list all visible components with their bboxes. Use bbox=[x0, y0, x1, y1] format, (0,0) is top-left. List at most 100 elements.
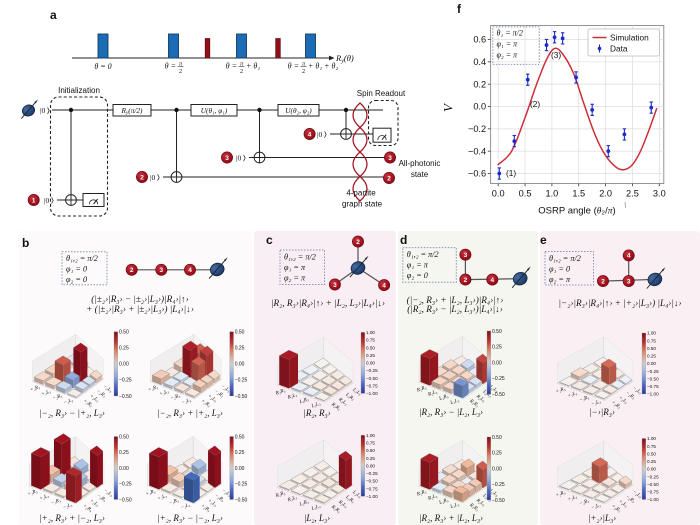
svg-text:−0.50: −0.50 bbox=[235, 394, 248, 400]
svg-text:2: 2 bbox=[179, 68, 182, 75]
svg-text:+₂R₃: +₂R₃ bbox=[555, 490, 566, 498]
svg-text:2: 2 bbox=[130, 267, 134, 274]
svg-text:−0.25: −0.25 bbox=[235, 482, 248, 488]
svg-text:−0.25: −0.25 bbox=[235, 378, 248, 384]
svg-text:0.50: 0.50 bbox=[366, 345, 375, 350]
svg-text:0.00: 0.00 bbox=[235, 466, 245, 472]
svg-text:1.00: 1.00 bbox=[366, 330, 375, 335]
svg-text:−₂R₃: −₂R₃ bbox=[169, 498, 180, 506]
svg-text:0.25: 0.25 bbox=[235, 450, 245, 456]
svg-text:−0.75: −0.75 bbox=[647, 384, 659, 389]
svg-text:V: V bbox=[441, 102, 456, 112]
svg-text:(|±₂›|R₃› − |±₂›|L₃›)|R₄›|↑›: (|±₂›|R₃› − |±₂›|L₃›)|R₄›|↑› bbox=[91, 294, 188, 304]
svg-text:|+₂, R₃› + |−₂, L₃›: |+₂, R₃› + |−₂, L₃› bbox=[39, 513, 105, 523]
svg-text:0.0: 0.0 bbox=[492, 189, 505, 199]
svg-text:L₂L₃: L₂L₃ bbox=[488, 488, 499, 498]
svg-text:π: π bbox=[179, 60, 183, 67]
svg-text:−0.50: −0.50 bbox=[119, 497, 132, 503]
svg-text:−0.75: −0.75 bbox=[647, 490, 659, 495]
svg-text:R₂R₃: R₂R₃ bbox=[329, 504, 341, 514]
svg-text:Simulation: Simulation bbox=[610, 33, 649, 43]
svg-text:(3): (3) bbox=[551, 50, 561, 60]
svg-text:|0: |0 bbox=[44, 196, 50, 205]
svg-text:+₂L₃: +₂L₃ bbox=[89, 499, 100, 509]
svg-text:0.25: 0.25 bbox=[235, 346, 245, 352]
svg-text:|+₂, R₃› − |−₂, L₃›: |+₂, R₃› − |−₂, L₃› bbox=[157, 513, 223, 523]
svg-text:θ₁,₂ = π/2: θ₁,₂ = π/2 bbox=[407, 250, 439, 259]
svg-text:R₂R₃: R₂R₃ bbox=[468, 398, 480, 408]
svg-text:φ₁ = π: φ₁ = π bbox=[407, 261, 429, 270]
svg-text:+₂R₃: +₂R₃ bbox=[200, 399, 211, 409]
svg-text:0.25: 0.25 bbox=[492, 451, 502, 457]
svg-text:(1): (1) bbox=[506, 168, 516, 178]
svg-text:0.75: 0.75 bbox=[366, 338, 375, 343]
svg-text:|R₂, R₃›: |R₂, R₃› bbox=[303, 408, 330, 418]
svg-text:−0.25: −0.25 bbox=[492, 482, 505, 488]
svg-text:+₂L₃: +₂L₃ bbox=[617, 499, 628, 509]
svg-text:4: 4 bbox=[308, 131, 312, 138]
svg-text:−0.50: −0.50 bbox=[235, 497, 248, 503]
svg-text:0.50: 0.50 bbox=[366, 448, 375, 453]
svg-text:θ₁ = π/2: θ₁ = π/2 bbox=[497, 29, 523, 38]
svg-text:4: 4 bbox=[188, 267, 192, 274]
svg-text:−₂L₃: −₂L₃ bbox=[221, 488, 232, 498]
svg-text:+₂L₃: +₂L₃ bbox=[567, 495, 578, 503]
svg-text:−₂R₃: −₂R₃ bbox=[213, 389, 224, 399]
svg-text:1: 1 bbox=[32, 197, 36, 204]
svg-text:L₂L₃: L₂L₃ bbox=[449, 502, 460, 510]
svg-text:0.5: 0.5 bbox=[519, 189, 532, 199]
svg-text:R₂L₃: R₂L₃ bbox=[474, 394, 486, 404]
svg-text:(2): (2) bbox=[530, 99, 540, 109]
svg-text:0.00: 0.00 bbox=[235, 362, 245, 368]
svg-text:+₂L₃: +₂L₃ bbox=[207, 394, 218, 404]
svg-text:θ₁,₂ = π/2: θ₁,₂ = π/2 bbox=[549, 254, 581, 263]
svg-text:0.50: 0.50 bbox=[119, 330, 129, 336]
svg-text:3.0: 3.0 bbox=[653, 189, 666, 199]
svg-text:−1.00: −1.00 bbox=[647, 392, 659, 397]
svg-text:0.25: 0.25 bbox=[366, 456, 375, 461]
svg-text:R₂R₃: R₂R₃ bbox=[274, 491, 286, 499]
svg-text:0.00: 0.00 bbox=[366, 361, 375, 366]
svg-text:R₂L₃: R₂L₃ bbox=[427, 390, 439, 398]
svg-text:+₂L₃: +₂L₃ bbox=[89, 394, 100, 404]
svg-text:(|−₂, R₃› + |L₂, L₃›)|R₄›|↑›: (|−₂, R₃› + |L₂, L₃›)|R₄›|↑› bbox=[407, 295, 504, 305]
svg-text:0.75: 0.75 bbox=[647, 338, 656, 343]
svg-text:−₂R₃: −₂R₃ bbox=[170, 394, 181, 402]
svg-text:0.50: 0.50 bbox=[647, 451, 656, 456]
svg-text:Ry(θ): Ry(θ) bbox=[335, 53, 354, 65]
svg-text:Initialization: Initialization bbox=[58, 86, 100, 95]
svg-text:−0.25: −0.25 bbox=[366, 471, 378, 476]
svg-text:π: π bbox=[240, 60, 244, 67]
svg-text:−0.50: −0.50 bbox=[366, 479, 378, 484]
svg-text:−₂R₃: −₂R₃ bbox=[214, 494, 225, 504]
svg-text:−0.50: −0.50 bbox=[366, 376, 378, 381]
svg-text:φ₂ = π: φ₂ = π bbox=[497, 51, 519, 60]
svg-text:−0.25: −0.25 bbox=[492, 376, 505, 382]
svg-text:b: b bbox=[22, 236, 29, 250]
svg-text:Ry(π/2): Ry(π/2) bbox=[121, 106, 144, 116]
svg-text:−₂R₃: −₂R₃ bbox=[96, 494, 107, 504]
svg-text:+₂L₃: +₂L₃ bbox=[157, 494, 168, 502]
svg-text:+₂R₃: +₂R₃ bbox=[148, 385, 159, 393]
svg-text:f: f bbox=[457, 2, 462, 16]
svg-text:L₂R₃: L₂R₃ bbox=[481, 389, 493, 399]
svg-text:L₂R₃: L₂R₃ bbox=[298, 500, 310, 508]
svg-text:R₂R₃: R₂R₃ bbox=[274, 388, 286, 396]
svg-text:+₂R₃: +₂R₃ bbox=[555, 387, 566, 395]
svg-text:−₂R₃: −₂R₃ bbox=[579, 499, 590, 507]
svg-text:−₂L₃: −₂L₃ bbox=[62, 503, 73, 511]
svg-text:0.50: 0.50 bbox=[492, 435, 502, 441]
svg-text:−0.4: −0.4 bbox=[468, 146, 486, 156]
svg-text:4: 4 bbox=[382, 282, 386, 289]
svg-text:0.00: 0.00 bbox=[647, 361, 656, 366]
svg-text:−₂L₃: −₂L₃ bbox=[180, 503, 191, 511]
svg-text:R₂L₃: R₂L₃ bbox=[427, 494, 439, 502]
svg-text:−₂R₃: −₂R₃ bbox=[624, 391, 635, 401]
svg-text:2: 2 bbox=[240, 68, 243, 75]
svg-text:e: e bbox=[540, 233, 547, 247]
svg-text:L₂L₃: L₂L₃ bbox=[310, 402, 321, 410]
svg-text:−₂L₃: −₂L₃ bbox=[591, 399, 602, 407]
svg-text:0.25: 0.25 bbox=[119, 450, 129, 456]
svg-text:0.25: 0.25 bbox=[492, 345, 502, 351]
svg-text:−0.50: −0.50 bbox=[492, 392, 505, 398]
